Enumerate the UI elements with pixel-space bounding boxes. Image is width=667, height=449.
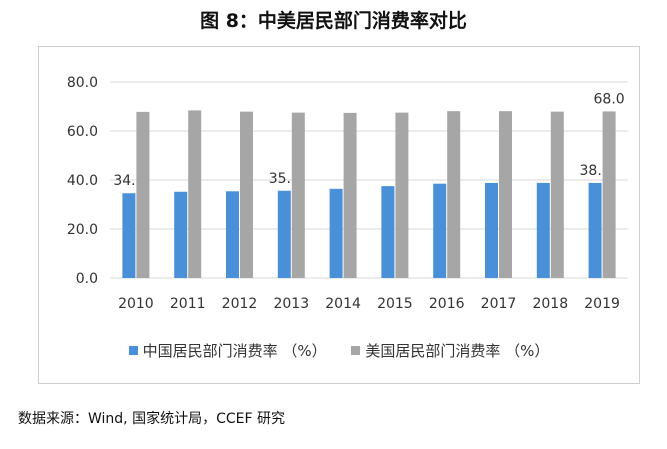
bar-china-2018 (536, 182, 550, 278)
y-tick-label: 20.0 (67, 222, 98, 238)
x-tick-label: 2018 (532, 296, 568, 312)
legend-item-us: 美国居民部门消费率 （%） (351, 340, 549, 361)
x-tick-label: 2012 (222, 296, 258, 312)
bar-us-2017 (499, 111, 512, 278)
source-note: 数据来源：Wind, 国家统计局，CCEF 研究 (18, 411, 285, 427)
x-tick-label: 2017 (481, 296, 517, 312)
x-tick-label: 2010 (118, 296, 154, 312)
bar-china-2010 (122, 193, 136, 278)
bar-china-2014 (329, 188, 343, 278)
data-label-us-2019: 68.0 (594, 91, 625, 107)
x-tick-label: 2016 (429, 296, 465, 312)
x-tick-label: 2011 (170, 296, 206, 312)
x-tick-label: 2014 (325, 296, 361, 312)
bar-us-2011 (188, 110, 202, 278)
chart-title: 图 8：中美居民部门消费率对比 (200, 10, 467, 32)
bar-us-2013 (291, 112, 305, 278)
bar-china-2016 (433, 183, 447, 278)
x-tick-label: 2015 (377, 296, 413, 312)
y-tick-label: 60.0 (67, 124, 98, 140)
x-tick-label: 2019 (584, 296, 620, 312)
bar-china-2015 (381, 186, 395, 278)
legend-swatch-us (351, 346, 361, 355)
bar-us-2019 (602, 111, 616, 279)
bar-us-2012 (240, 111, 253, 279)
bar-china-2011 (174, 191, 188, 278)
bar-us-2014 (343, 112, 357, 279)
bar-china-2012 (226, 191, 239, 278)
legend-label-china: 中国居民部门消费率 （%） (142, 342, 327, 360)
legend-swatch-china (128, 346, 138, 355)
bar-china-2017 (485, 182, 498, 278)
x-tick-label: 2013 (273, 296, 309, 312)
bar-china-2013 (277, 190, 291, 278)
bar-us-2018 (550, 111, 564, 279)
legend-item-china: 中国居民部门消费率 （%） (128, 340, 327, 361)
bar-us-2010 (136, 111, 150, 278)
bar-us-2016 (447, 111, 461, 278)
bar-us-2015 (395, 112, 409, 278)
bar-china-2019 (588, 182, 602, 278)
y-tick-label: 0.0 (76, 271, 98, 287)
legend-label-us: 美国居民部门消费率 （%） (365, 342, 550, 360)
y-tick-label: 40.0 (67, 173, 98, 189)
legend: 中国居民部门消费率 （%） 美国居民部门消费率 （%） (38, 340, 640, 361)
y-tick-label: 80.0 (67, 75, 98, 91)
